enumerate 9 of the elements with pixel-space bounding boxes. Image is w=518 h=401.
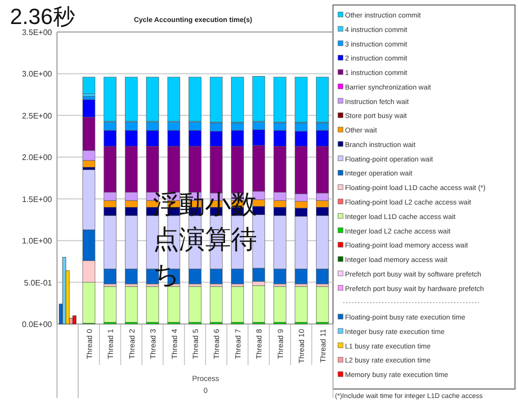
y-tick-label: 0.0E+00 <box>22 320 53 329</box>
y-tick-label: 5.0E-01 <box>24 278 53 288</box>
y-tick-label: 1.0E+00 <box>22 236 53 246</box>
y-tick-label: 1.5E+00 <box>22 194 53 204</box>
y-tick-label: 3.5E+00 <box>22 28 53 37</box>
y-tick-label: 2.5E+00 <box>22 111 53 120</box>
text: 2.36秒 <box>10 4 75 29</box>
y-tick-label: 2.0E+00 <box>22 153 53 162</box>
y-tick-label: 3.0E+00 <box>22 70 53 79</box>
